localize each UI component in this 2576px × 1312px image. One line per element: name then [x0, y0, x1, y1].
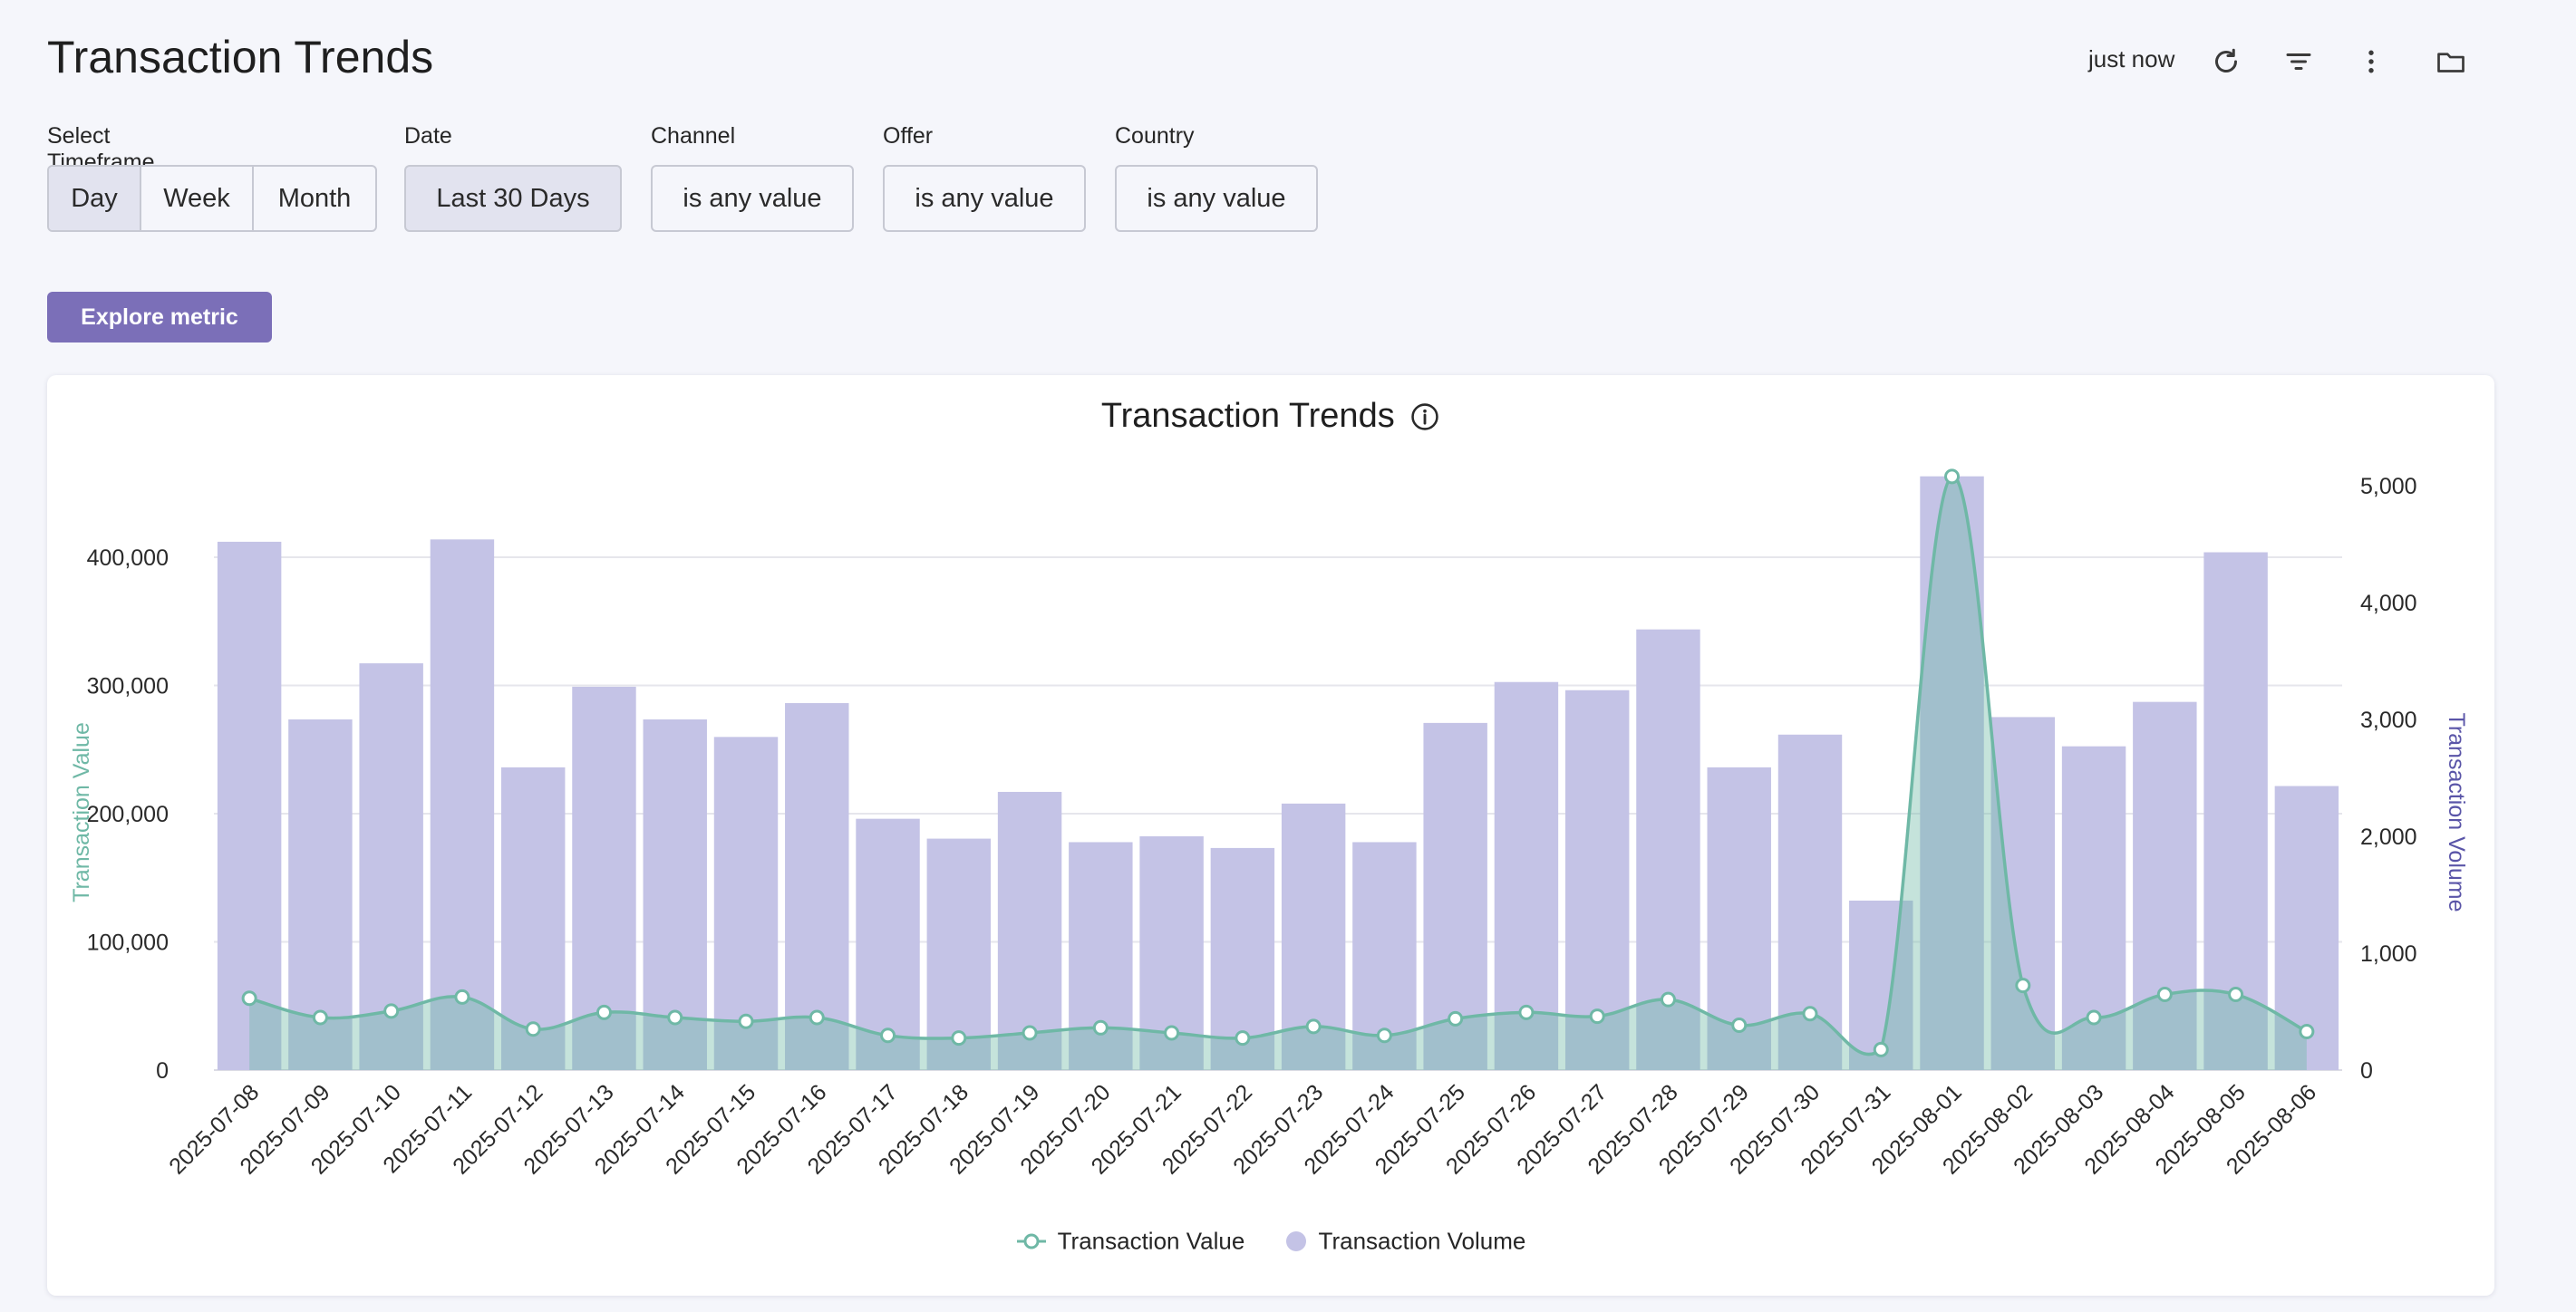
value-point	[1802, 1006, 1818, 1022]
left-tick-label: 0	[156, 1058, 169, 1084]
timeframe-filter: Select Timeframe Day Week Month	[47, 123, 377, 232]
left-tick-label: 400,000	[87, 545, 169, 571]
value-point	[880, 1027, 896, 1044]
chart-card: Transaction Trends 0 100,000 200,000 300,00…	[47, 375, 2494, 1296]
timeframe-month-button[interactable]: Month	[277, 184, 352, 213]
value-point	[2156, 987, 2173, 1003]
right-tick-label: 3,000	[2360, 708, 2417, 733]
legend-item-transaction-volume[interactable]: Transaction Volume	[1284, 1226, 1526, 1256]
date-range-button[interactable]: Last 30 Days	[404, 165, 622, 232]
volume-bar	[2203, 552, 2268, 1070]
country-label: Country	[1115, 123, 1195, 149]
value-point	[1235, 1030, 1251, 1047]
volume-bar	[359, 663, 423, 1070]
right-tick-label: 2,000	[2360, 825, 2417, 850]
value-point	[809, 1009, 825, 1026]
right-axis-title: Transaction Volume	[2444, 712, 2469, 912]
value-point	[241, 990, 257, 1007]
header-actions: just now	[2032, 33, 2576, 87]
value-point	[2228, 987, 2244, 1003]
timeframe-week-button[interactable]: Week	[141, 167, 254, 230]
value-point	[1944, 468, 1961, 485]
chart-title: Transaction Trends	[1100, 397, 1395, 435]
channel-select-button[interactable]: is any value	[651, 165, 854, 232]
value-point	[1022, 1025, 1038, 1041]
volume-bar	[997, 791, 1062, 1070]
country-filter: Country is any value	[1115, 123, 1318, 232]
refresh-icon[interactable]	[2210, 45, 2242, 78]
right-tick-label: 5,000	[2360, 474, 2417, 499]
info-icon[interactable]	[1409, 401, 1440, 432]
value-point	[1305, 1018, 1322, 1035]
volume-bar	[217, 541, 282, 1070]
legend-label: Transaction Value	[1057, 1227, 1245, 1255]
timeframe-day-button[interactable]: Day	[49, 167, 141, 230]
value-point	[1448, 1010, 1464, 1027]
value-point	[951, 1030, 967, 1047]
folder-icon[interactable]	[2435, 45, 2467, 78]
value-line	[248, 475, 2308, 1056]
value-point	[383, 1003, 400, 1019]
chart-legend: Transaction Value Transaction Volume	[47, 1225, 2494, 1261]
value-point	[1092, 1019, 1109, 1036]
line-marker-icon	[1016, 1233, 1046, 1249]
timeframe-label: Select Timeframe	[47, 123, 155, 175]
value-point	[1376, 1027, 1392, 1044]
timeframe-toggle: Day Week Month	[47, 165, 377, 232]
explore-metric-button[interactable]: Explore metric	[47, 292, 272, 342]
volume-bar	[2133, 701, 2197, 1070]
left-tick-label: 300,000	[87, 674, 169, 699]
left-axis-title: Transaction Value	[69, 722, 94, 902]
right-tick-label: 0	[2360, 1058, 2373, 1084]
value-point	[454, 989, 470, 1005]
offer-filter: Offer is any value	[883, 123, 1086, 232]
value-point	[1518, 1004, 1535, 1020]
volume-bar	[1849, 900, 1913, 1070]
value-point	[1164, 1025, 1180, 1041]
value-point	[738, 1013, 754, 1029]
channel-label: Channel	[651, 123, 736, 149]
channel-filter: Channel is any value	[651, 123, 854, 232]
legend-label: Transaction Volume	[1318, 1227, 1526, 1255]
date-filter: Date Last 30 Days	[404, 123, 622, 232]
offer-label: Offer	[883, 123, 934, 149]
chart-header: Transaction Trends	[47, 397, 2494, 444]
value-point	[312, 1009, 328, 1026]
page-title: Transaction Trends	[47, 32, 434, 82]
legend-item-transaction-value[interactable]: Transaction Value	[1016, 1226, 1245, 1256]
circle-swatch-icon	[1285, 1230, 1306, 1251]
filter-icon[interactable]	[2282, 45, 2315, 78]
right-tick-label: 4,000	[2360, 591, 2417, 616]
volume-bar	[1990, 717, 2056, 1070]
volume-bar	[2274, 786, 2339, 1070]
last-updated-text: just now	[2088, 45, 2175, 72]
left-tick-label: 100,000	[87, 931, 169, 956]
date-label: Date	[404, 123, 452, 149]
volume-bar	[785, 702, 849, 1070]
value-point	[1660, 991, 1676, 1008]
offer-select-button[interactable]: is any value	[883, 165, 1086, 232]
value-point	[1589, 1008, 1605, 1025]
value-point	[596, 1004, 612, 1020]
right-tick-label: 1,000	[2360, 941, 2417, 967]
value-point	[1873, 1041, 1889, 1057]
value-area	[249, 476, 2307, 1070]
value-point	[525, 1021, 541, 1037]
volume-bar	[430, 539, 495, 1070]
value-point	[2299, 1024, 2315, 1040]
volume-bar	[1564, 690, 1630, 1070]
value-point	[667, 1009, 683, 1026]
volume-bar	[500, 767, 566, 1070]
value-point	[2015, 978, 2031, 994]
value-point	[2086, 1009, 2102, 1026]
left-tick-label: 200,000	[87, 802, 169, 827]
transaction-trends-chart: 0 100,000 200,000 300,000 400,000 0 1,000 2,000…	[69, 468, 2469, 1180]
value-point	[1731, 1017, 1748, 1033]
more-vertical-icon[interactable]	[2355, 45, 2387, 78]
country-select-button[interactable]: is any value	[1115, 165, 1318, 232]
